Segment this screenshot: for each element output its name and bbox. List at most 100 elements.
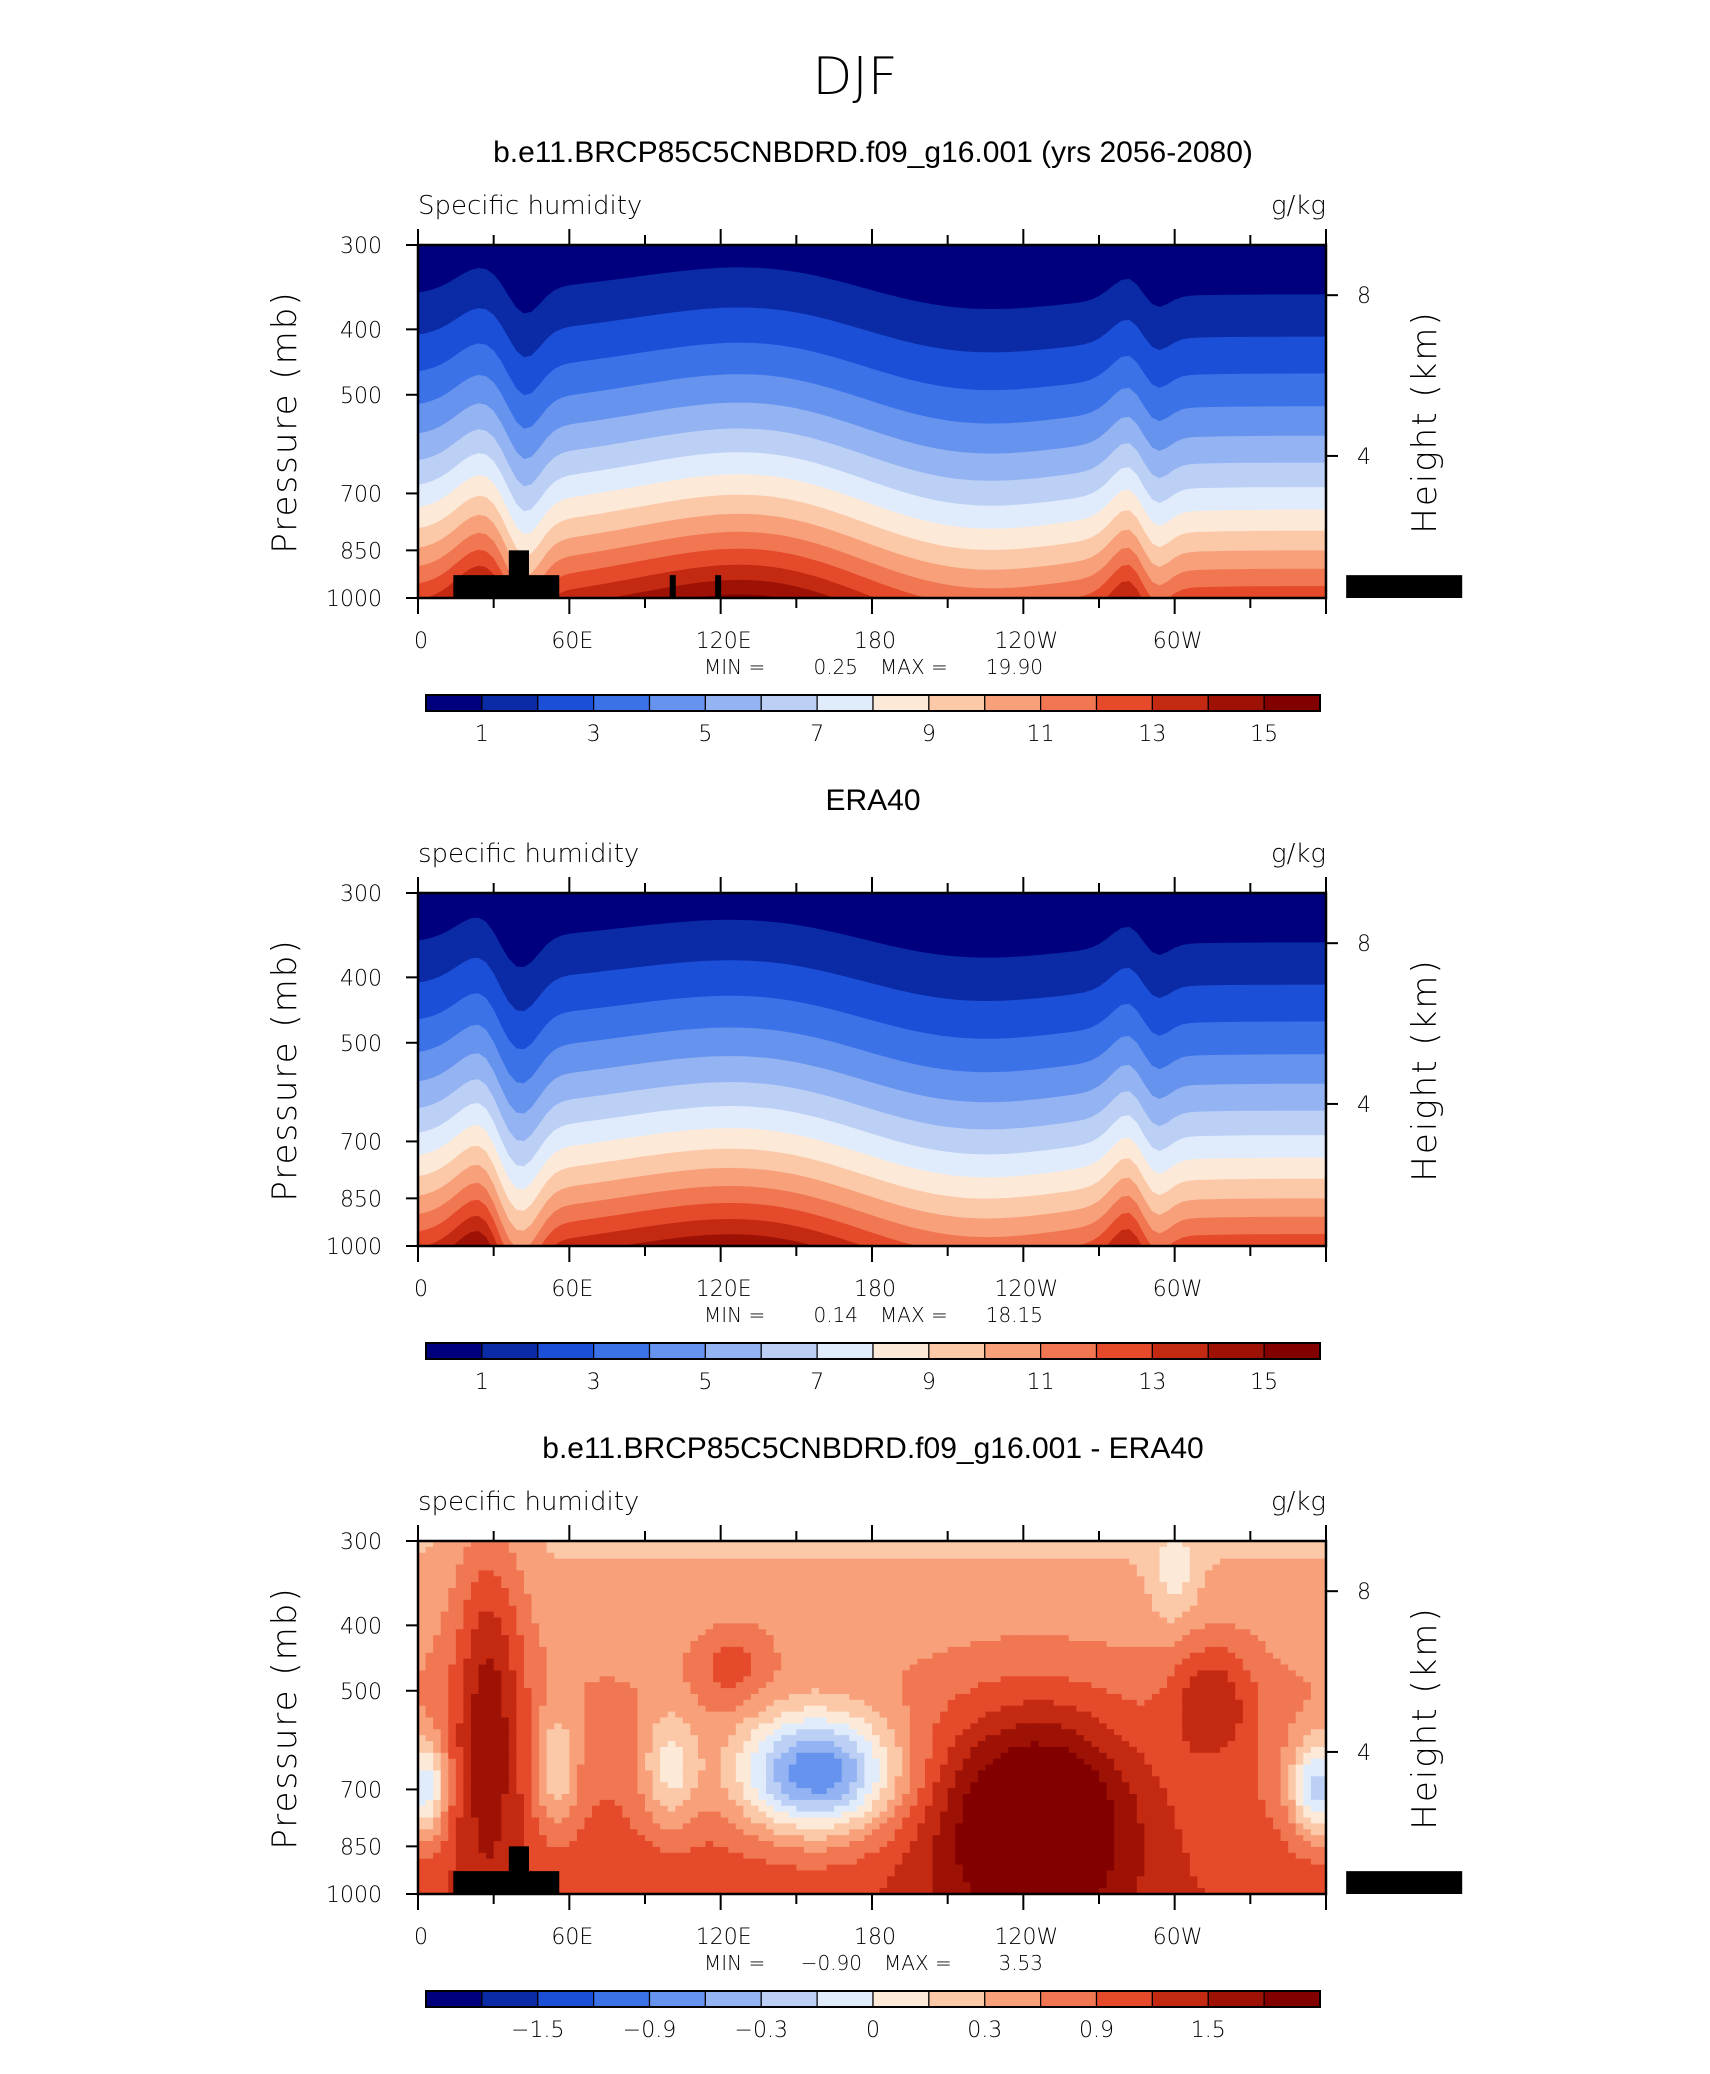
- contour-cell: [1061, 1552, 1070, 1560]
- contour-cell: [788, 1717, 797, 1724]
- contour-cell: [1303, 1599, 1312, 1607]
- contour-cell: [569, 1635, 578, 1642]
- contour-cell: [675, 1576, 684, 1583]
- contour-cell: [766, 1623, 775, 1630]
- contour-cell: [879, 1670, 888, 1677]
- contour-cell: [924, 1646, 934, 1654]
- contour-cell: [660, 1582, 669, 1589]
- contour-cell: [1068, 1670, 1077, 1677]
- contour-cell: [1242, 1670, 1251, 1677]
- contour-cell: [508, 1711, 517, 1719]
- contour-cell: [1091, 1723, 1100, 1730]
- contour-cell: [470, 1735, 480, 1742]
- contour-cell: [697, 1670, 707, 1677]
- contour-cell: [917, 1635, 926, 1642]
- contour-cell: [993, 1611, 1002, 1619]
- contour-cell: [1083, 1717, 1093, 1724]
- contour-cell: [720, 1664, 729, 1672]
- contour-cell: [970, 1570, 979, 1577]
- contour-cell: [1310, 1752, 1320, 1760]
- contour-cell: [1167, 1623, 1176, 1630]
- contour-cell: [675, 1770, 684, 1777]
- contour-cell: [576, 1593, 586, 1601]
- contour-cell: [463, 1623, 472, 1630]
- contour-cell: [1174, 1635, 1183, 1642]
- contour-cell: [977, 1723, 987, 1730]
- contour-cell: [1265, 1741, 1274, 1748]
- contour-cell: [1000, 1570, 1009, 1577]
- contour-cell: [1280, 1558, 1289, 1566]
- contour-cell: [993, 1664, 1002, 1672]
- colorbar-label: 5: [698, 1370, 712, 1395]
- contour-cell: [1288, 1729, 1297, 1736]
- contour-cell: [924, 1693, 934, 1701]
- contour-cell: [1144, 1746, 1153, 1754]
- contour-cell: [546, 1588, 555, 1595]
- contour-cell: [970, 1582, 979, 1589]
- contour-cell: [977, 1558, 987, 1566]
- contour-cell: [849, 1688, 858, 1695]
- contour-cell: [629, 1770, 639, 1777]
- contour-cell: [856, 1723, 866, 1730]
- contour-cell: [425, 1646, 434, 1654]
- contour-cell: [455, 1735, 464, 1742]
- contour-cell: [546, 1699, 555, 1707]
- contour-cell: [1106, 1552, 1115, 1560]
- contour-cell: [924, 1723, 934, 1730]
- contour-cell: [720, 1588, 729, 1595]
- contour-cell: [803, 1588, 813, 1595]
- contour-cell: [1167, 1723, 1176, 1730]
- contour-cell: [561, 1658, 570, 1666]
- contour-cell: [735, 1688, 744, 1695]
- contour-cell: [697, 1688, 707, 1695]
- contour-cell: [1038, 1582, 1047, 1589]
- contour-cell: [962, 1770, 971, 1777]
- contour-cell: [463, 1741, 472, 1748]
- contour-cell: [728, 1711, 737, 1719]
- contour-cell: [569, 1611, 578, 1619]
- contour-cell: [743, 1546, 752, 1554]
- contour-cell: [523, 1670, 533, 1677]
- contour-cell: [1174, 1552, 1183, 1560]
- pressure-tick-label: 700: [340, 1130, 382, 1155]
- contour-cell: [1242, 1564, 1251, 1572]
- contour-cell: [1227, 1705, 1236, 1713]
- contour-cell: [1008, 1682, 1017, 1689]
- contour-cell: [455, 1576, 464, 1583]
- contour-cell: [834, 1541, 843, 1548]
- contour-cell: [1136, 1682, 1145, 1689]
- contour-cell: [1212, 1723, 1221, 1730]
- contour-cell: [1182, 1623, 1191, 1630]
- contour-cell: [516, 1552, 525, 1560]
- contour-cell: [425, 1699, 434, 1707]
- contour-cell: [682, 1552, 691, 1560]
- contour-cell: [660, 1605, 669, 1613]
- contour-cell: [819, 1593, 828, 1601]
- contour-cell: [1000, 1682, 1009, 1689]
- contour-cell: [599, 1688, 608, 1695]
- contour-cell: [947, 1605, 956, 1613]
- contour-cell: [773, 1658, 782, 1666]
- contour-cell: [705, 1758, 714, 1766]
- contour-cell: [962, 1635, 971, 1642]
- contour-cell: [682, 1758, 691, 1766]
- contour-cell: [1212, 1688, 1221, 1695]
- contour-cell: [1106, 1664, 1115, 1672]
- contour-cell: [872, 1729, 881, 1736]
- contour-cell: [523, 1729, 533, 1736]
- contour-cell: [682, 1664, 691, 1672]
- contour-cell: [455, 1741, 464, 1748]
- contour-cell: [788, 1629, 797, 1636]
- contour-cell: [993, 1593, 1002, 1601]
- contour-cell: [1235, 1576, 1244, 1583]
- contour-cell: [1265, 1611, 1274, 1619]
- contour-cell: [1242, 1599, 1251, 1607]
- contour-cell: [887, 1658, 896, 1666]
- contour-cell: [493, 1729, 502, 1736]
- contour-cell: [1023, 1641, 1032, 1648]
- contour-cell: [1310, 1564, 1320, 1572]
- contour-cell: [803, 1688, 813, 1695]
- contour-cell: [569, 1593, 578, 1601]
- contour-cell: [660, 1593, 669, 1601]
